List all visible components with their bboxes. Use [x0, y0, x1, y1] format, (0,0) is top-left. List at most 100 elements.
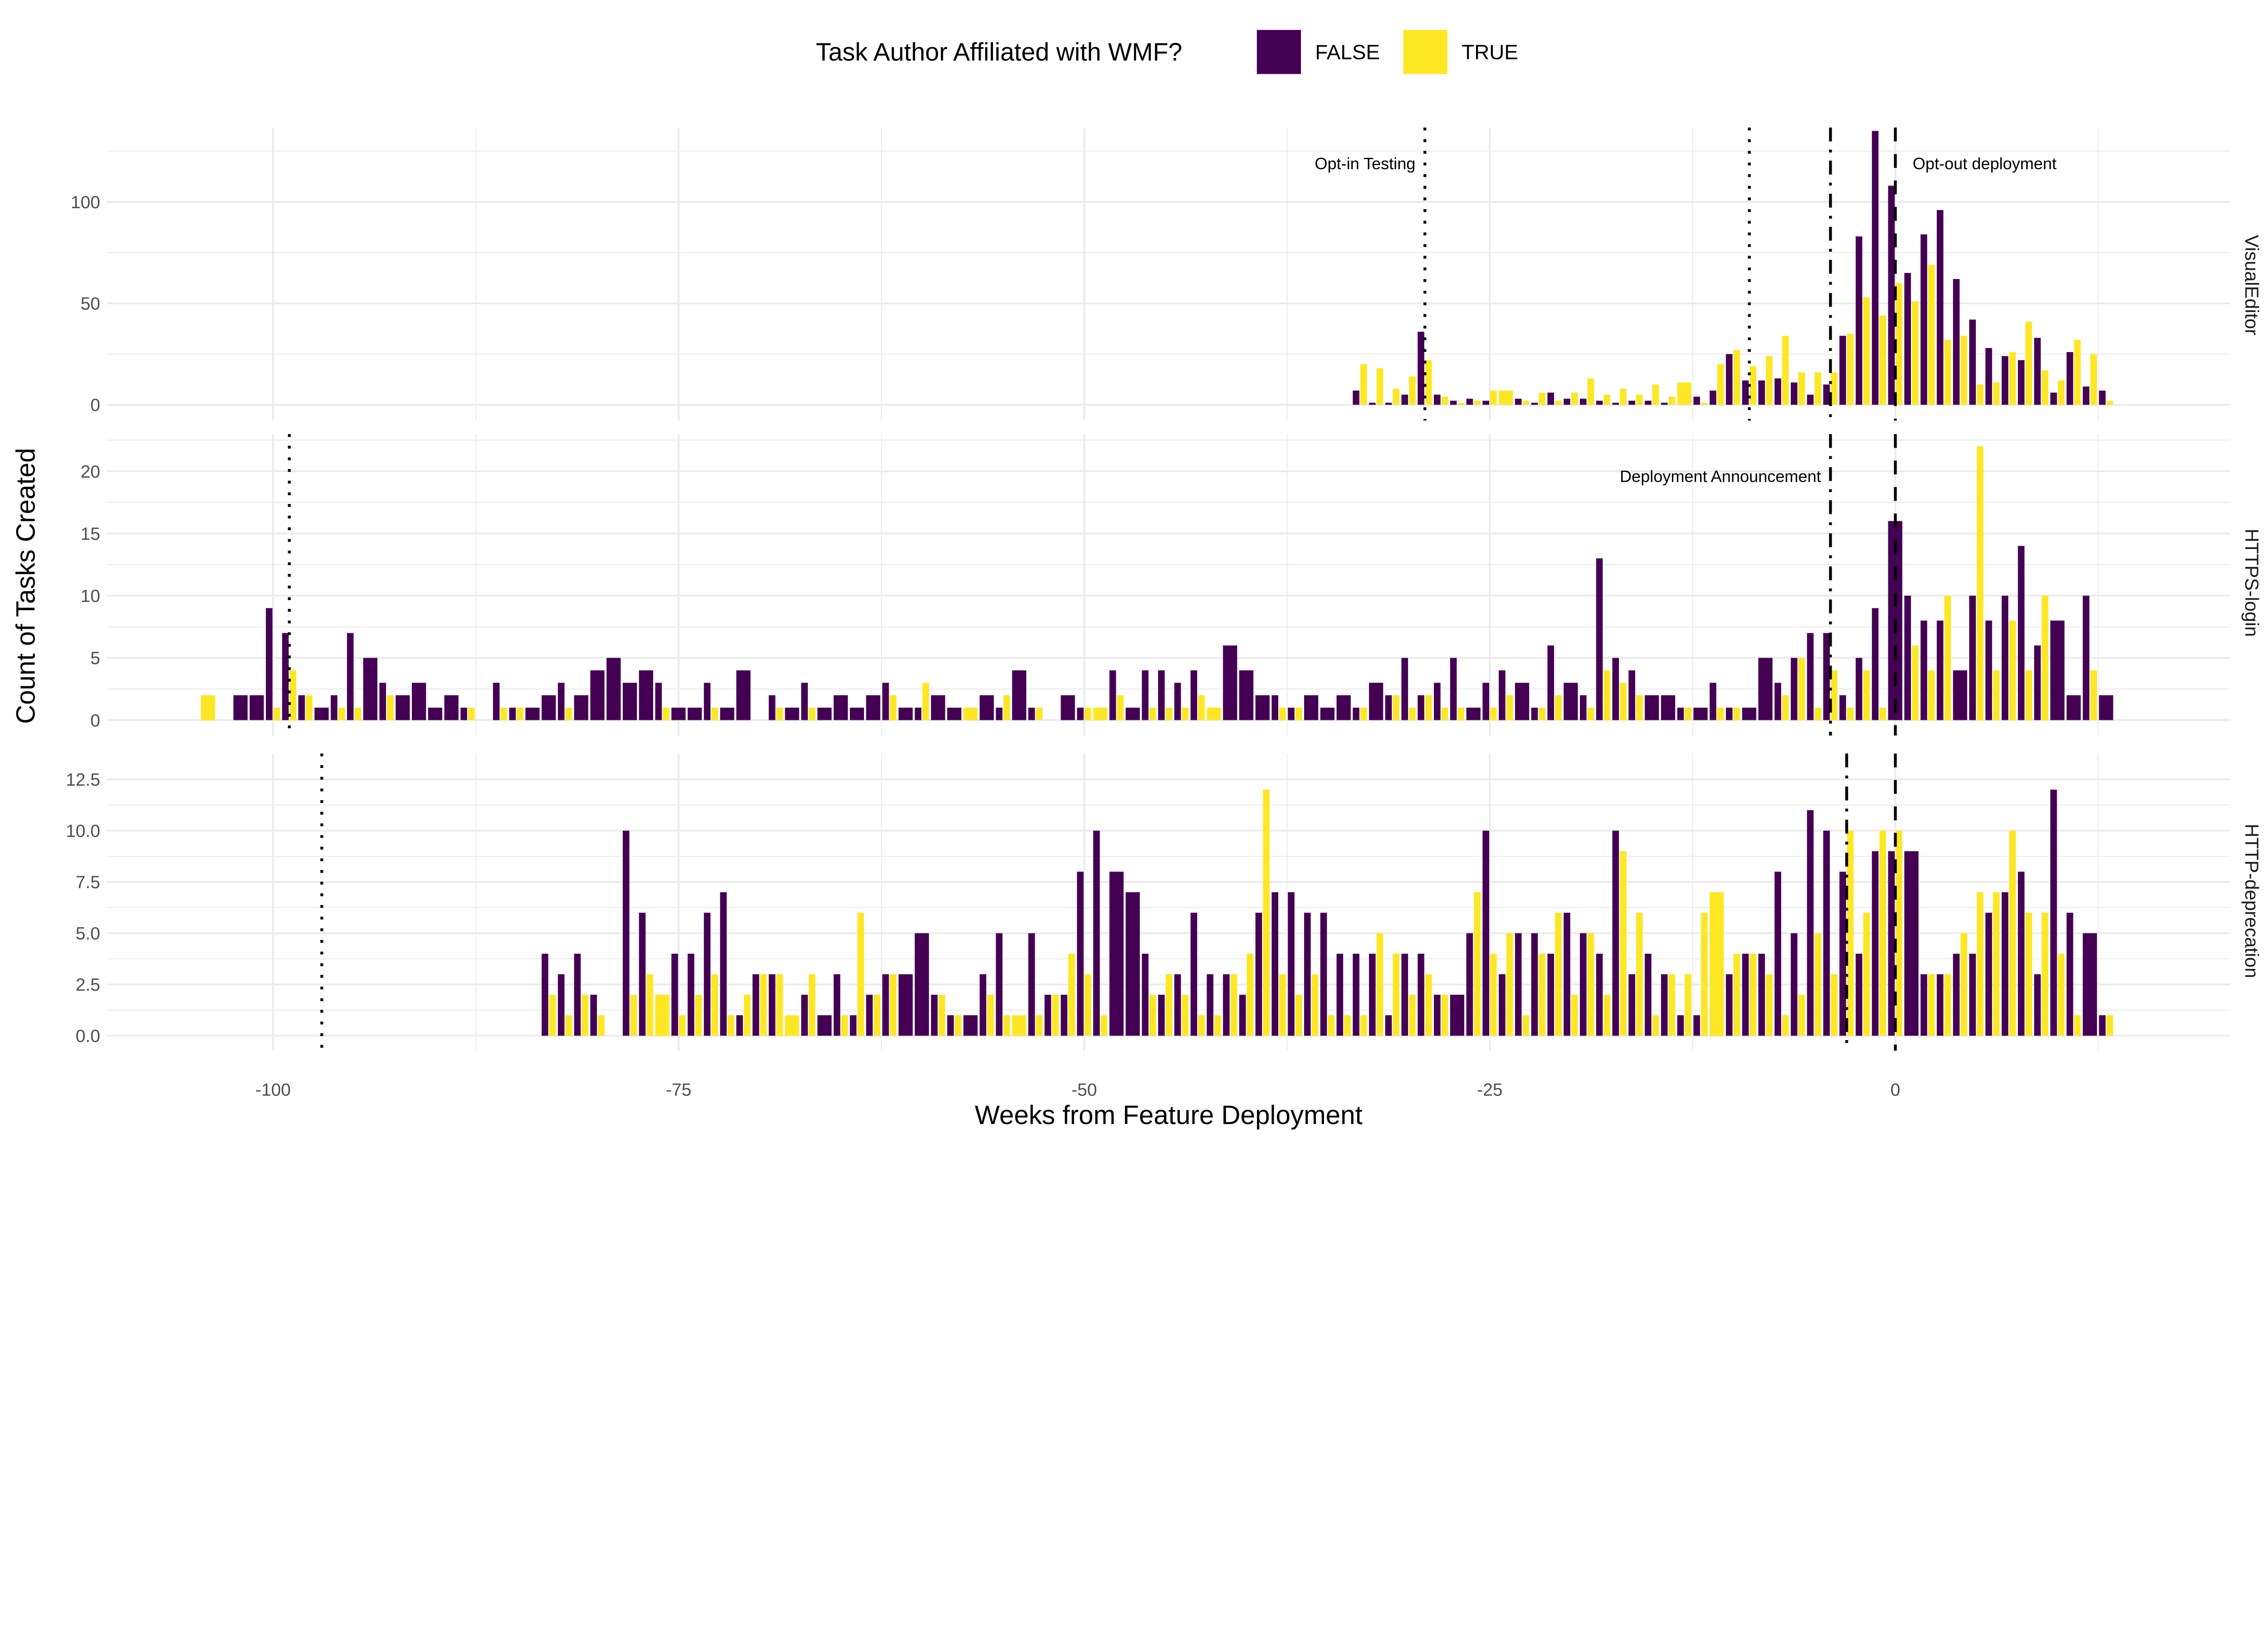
bar-false	[1758, 953, 1765, 1036]
bar-true	[354, 708, 362, 720]
bar-false	[671, 953, 678, 1036]
legend-title: Task Author Affiliated with WMF?	[816, 38, 1183, 66]
bar-false	[1353, 391, 1359, 405]
bar-true	[1393, 953, 1400, 1036]
bar-false	[1515, 933, 1522, 1036]
bar-false	[850, 708, 864, 720]
bar-true	[776, 708, 783, 720]
bar-true	[2090, 354, 2097, 405]
bar-false	[1872, 851, 1879, 1036]
facet-strip-label: HTTPS-login	[2241, 529, 2263, 637]
bar-false	[1645, 401, 1652, 405]
bar-true	[1652, 384, 1659, 405]
bar-false	[1774, 871, 1781, 1036]
bar-false	[996, 708, 1003, 720]
bar-false	[1969, 319, 1976, 405]
bar-false	[1725, 354, 1733, 405]
bar-true	[1863, 670, 1870, 720]
bar-true	[808, 708, 816, 720]
x-tick-label: 0	[1891, 1080, 1901, 1100]
facet-strip-label: VisualEditor	[2241, 235, 2263, 336]
bar-false	[947, 708, 962, 720]
bar-false	[1531, 933, 1538, 1036]
bar-false	[493, 683, 500, 720]
y-tick-label: 12.5	[66, 770, 100, 790]
bar-false	[882, 974, 889, 1036]
bar-true	[1295, 708, 1302, 720]
bar-true	[663, 708, 670, 720]
bar-false	[1158, 994, 1165, 1036]
bar-false	[1904, 596, 1911, 720]
bar-false	[1564, 683, 1578, 720]
bar-true	[1068, 953, 1075, 1036]
bar-true	[1620, 851, 1627, 1036]
bar-false	[882, 683, 889, 720]
bar-false	[1190, 913, 1198, 1036]
bar-true	[582, 994, 588, 1036]
bar-true	[1733, 708, 1740, 720]
bar-true	[500, 708, 508, 720]
bar-false	[590, 670, 605, 720]
bar-true	[1441, 994, 1448, 1036]
bar-true	[468, 708, 475, 720]
bar-true	[1246, 953, 1254, 1036]
bar-true	[1571, 994, 1578, 1036]
bar-false	[704, 683, 711, 720]
bar-true	[1376, 368, 1383, 405]
bar-true	[1750, 366, 1756, 405]
bar-true	[1928, 264, 1935, 405]
bar-false	[1125, 708, 1140, 720]
bar-false	[1807, 395, 1814, 405]
bar-true	[1165, 974, 1173, 1036]
bar-true	[1960, 933, 1967, 1036]
bar-false	[1450, 401, 1457, 405]
bar-false	[1921, 621, 1927, 720]
y-tick-label: 0	[90, 396, 100, 415]
bar-false	[1612, 658, 1619, 720]
bar-true	[1685, 974, 1691, 1036]
bar-false	[866, 695, 880, 720]
bar-true	[1928, 974, 1935, 1036]
bar-true	[1717, 364, 1724, 405]
bar-false	[1515, 683, 1530, 720]
bar-true	[1295, 994, 1302, 1036]
bar-true	[1490, 953, 1497, 1036]
bar-true	[306, 695, 313, 720]
bar-false	[1774, 378, 1781, 405]
bar-false	[557, 974, 565, 1036]
bar-false	[2082, 386, 2090, 405]
bar-false	[720, 708, 734, 720]
bar-false	[1710, 391, 1716, 405]
bar-false	[850, 1015, 857, 1036]
bar-false	[363, 658, 377, 720]
bar-false	[1628, 401, 1635, 405]
bar-true	[1036, 708, 1043, 720]
bar-true	[1328, 1015, 1335, 1036]
bar-false	[1434, 994, 1441, 1036]
bar-false	[1790, 658, 1798, 720]
bar-false	[736, 1015, 743, 1036]
bar-false	[1418, 695, 1424, 720]
bar-false	[1823, 831, 1830, 1036]
bar-true	[565, 1015, 572, 1036]
bar-true	[1360, 364, 1367, 405]
bar-false	[1336, 953, 1344, 1036]
bar-true	[1960, 336, 1967, 405]
bar-true	[785, 1015, 799, 1036]
legend-key-true	[1403, 29, 1447, 74]
bar-true	[1831, 974, 1838, 1036]
bar-false	[1579, 398, 1587, 405]
bar-false	[2050, 392, 2057, 405]
bar-false	[768, 695, 776, 720]
bar-false	[1612, 402, 1619, 405]
bar-false	[2034, 645, 2041, 720]
x-tick-label: -50	[1071, 1080, 1097, 1100]
bar-false	[1579, 933, 1587, 1036]
bar-true	[1571, 392, 1578, 405]
x-tick-label: -25	[1477, 1080, 1502, 1100]
bar-true	[1409, 708, 1416, 720]
bar-false	[898, 974, 913, 1036]
bars	[201, 131, 2113, 1036]
